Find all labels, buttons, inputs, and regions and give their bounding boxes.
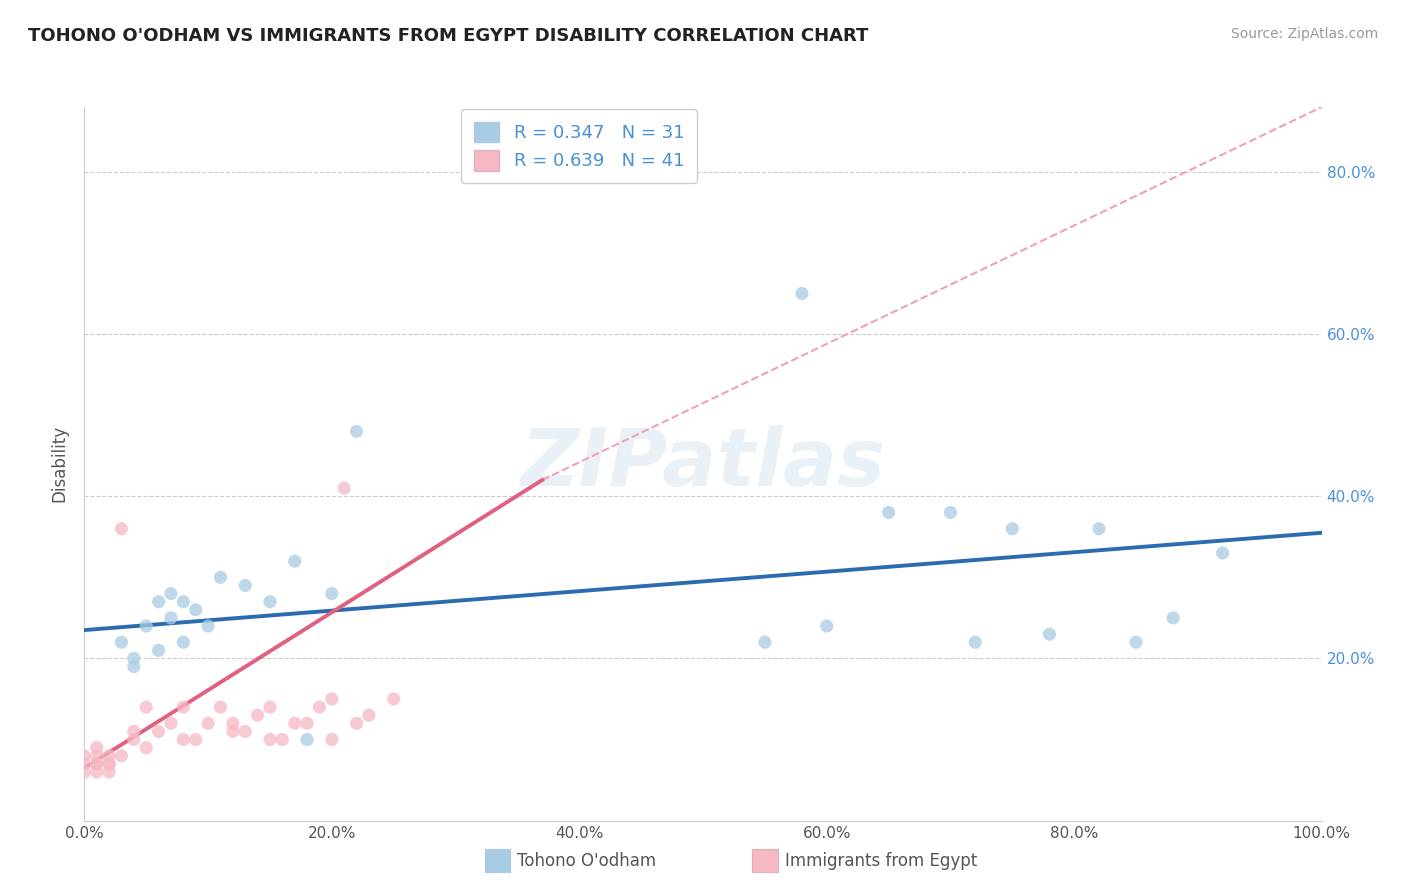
Point bbox=[233, 724, 256, 739]
Point bbox=[357, 708, 380, 723]
Point bbox=[110, 522, 132, 536]
Point bbox=[815, 619, 838, 633]
Legend: R = 0.347   N = 31, R = 0.639   N = 41: R = 0.347 N = 31, R = 0.639 N = 41 bbox=[461, 109, 697, 183]
Text: Tohono O'odham: Tohono O'odham bbox=[517, 852, 657, 870]
Point bbox=[209, 570, 232, 584]
Point bbox=[271, 732, 294, 747]
Point bbox=[86, 748, 108, 763]
Point bbox=[98, 748, 121, 763]
Point bbox=[233, 578, 256, 592]
Point bbox=[222, 724, 245, 739]
Point bbox=[308, 700, 330, 714]
Point bbox=[73, 764, 96, 779]
Text: ZIPatlas: ZIPatlas bbox=[520, 425, 886, 503]
Point bbox=[346, 425, 368, 439]
Point bbox=[172, 732, 194, 747]
Point bbox=[209, 700, 232, 714]
Point bbox=[321, 586, 343, 600]
Point bbox=[110, 635, 132, 649]
Point bbox=[148, 595, 170, 609]
Point bbox=[184, 732, 207, 747]
Point bbox=[259, 700, 281, 714]
Point bbox=[295, 732, 318, 747]
Point bbox=[160, 586, 183, 600]
Point bbox=[122, 659, 145, 673]
Point bbox=[295, 716, 318, 731]
Point bbox=[86, 756, 108, 771]
Point bbox=[259, 595, 281, 609]
Point bbox=[160, 716, 183, 731]
Point bbox=[197, 716, 219, 731]
Point bbox=[754, 635, 776, 649]
Point bbox=[110, 748, 132, 763]
Point bbox=[73, 748, 96, 763]
Point bbox=[246, 708, 269, 723]
Point bbox=[172, 700, 194, 714]
Point bbox=[172, 635, 194, 649]
Point bbox=[172, 595, 194, 609]
Point bbox=[98, 764, 121, 779]
Point bbox=[122, 724, 145, 739]
Y-axis label: Disability: Disability bbox=[51, 425, 69, 502]
Point bbox=[284, 554, 307, 568]
Point bbox=[98, 756, 121, 771]
Point bbox=[135, 700, 157, 714]
Point bbox=[160, 611, 183, 625]
Point bbox=[86, 740, 108, 755]
Point bbox=[98, 756, 121, 771]
Point bbox=[284, 716, 307, 731]
Point bbox=[1088, 522, 1111, 536]
Point bbox=[222, 716, 245, 731]
Text: TOHONO O'ODHAM VS IMMIGRANTS FROM EGYPT DISABILITY CORRELATION CHART: TOHONO O'ODHAM VS IMMIGRANTS FROM EGYPT … bbox=[28, 27, 869, 45]
Point bbox=[1125, 635, 1147, 649]
Point bbox=[73, 756, 96, 771]
Point bbox=[148, 724, 170, 739]
Text: Source: ZipAtlas.com: Source: ZipAtlas.com bbox=[1230, 27, 1378, 41]
Point bbox=[122, 732, 145, 747]
Point bbox=[1001, 522, 1024, 536]
Text: Immigrants from Egypt: Immigrants from Egypt bbox=[785, 852, 977, 870]
Point bbox=[148, 643, 170, 657]
Point bbox=[197, 619, 219, 633]
Point bbox=[382, 692, 405, 706]
Point bbox=[259, 732, 281, 747]
Point bbox=[877, 506, 900, 520]
Point bbox=[333, 481, 356, 495]
Point bbox=[122, 651, 145, 665]
Point bbox=[321, 732, 343, 747]
Point bbox=[135, 619, 157, 633]
Point bbox=[1212, 546, 1234, 560]
Point bbox=[939, 506, 962, 520]
Point bbox=[1161, 611, 1184, 625]
Point bbox=[184, 603, 207, 617]
Point bbox=[86, 764, 108, 779]
Point bbox=[321, 692, 343, 706]
Point bbox=[135, 740, 157, 755]
Point bbox=[790, 286, 813, 301]
Point bbox=[1038, 627, 1060, 641]
Point bbox=[965, 635, 987, 649]
Point bbox=[346, 716, 368, 731]
Point bbox=[86, 756, 108, 771]
